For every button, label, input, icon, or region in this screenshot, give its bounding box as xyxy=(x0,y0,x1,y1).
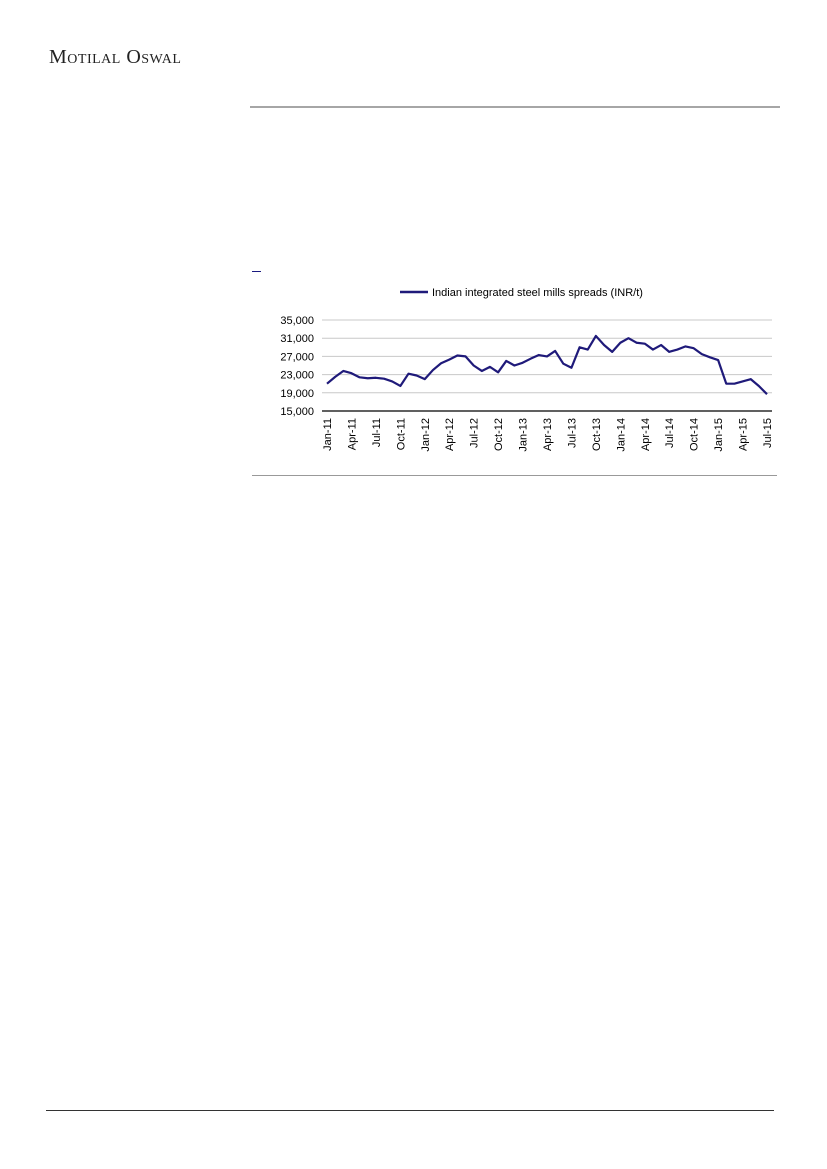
y-tick-label: 27,000 xyxy=(280,351,314,363)
legend-label: Indian integrated steel mills spreads (I… xyxy=(432,287,643,299)
exhibit-marker xyxy=(252,271,261,272)
x-tick-label: Apr-11 xyxy=(346,418,358,450)
x-tick-label: Jul-15 xyxy=(762,418,774,448)
y-tick-label: 19,000 xyxy=(280,388,314,400)
footer-divider xyxy=(46,1110,774,1111)
y-tick-label: 23,000 xyxy=(280,370,314,382)
x-tick-label: Oct-14 xyxy=(689,418,701,451)
x-tick-label: Oct-12 xyxy=(493,418,505,451)
x-tick-label: Jul-14 xyxy=(664,418,676,448)
x-tick-label: Jan-13 xyxy=(518,418,530,452)
x-tick-label: Apr-13 xyxy=(542,418,554,451)
divider xyxy=(250,106,780,108)
series-line xyxy=(326,334,768,395)
y-axis-ticks: 15,000 19,000 23,000 27,000 31,000 35,000 xyxy=(280,315,314,418)
x-tick-label: Jan-11 xyxy=(322,418,334,451)
x-tick-label: Jan-12 xyxy=(420,418,432,452)
line-chart: 15,000 19,000 23,000 27,000 31,000 35,000 Jan… xyxy=(280,287,774,452)
x-tick-label: Apr-14 xyxy=(640,418,652,451)
x-tick-label: Apr-12 xyxy=(444,418,456,451)
chart-bottom-divider xyxy=(252,475,777,476)
x-tick-label: Jan-15 xyxy=(713,418,725,452)
company-logo: Motilal Oswal xyxy=(49,46,182,68)
x-axis-ticks: Jan-11 Apr-11 Jul-11 Oct-11 Jan-12 Apr-12 Jul-… xyxy=(322,418,774,452)
y-tick-label: 31,000 xyxy=(280,333,314,345)
x-tick-label: Apr-15 xyxy=(738,418,750,451)
y-tick-label: 35,000 xyxy=(280,315,314,327)
gridlines xyxy=(322,319,772,412)
x-tick-label: Oct-13 xyxy=(591,418,603,451)
y-tick-label: 15,000 xyxy=(280,406,314,418)
x-tick-label: Jan-14 xyxy=(615,418,627,452)
x-tick-label: Oct-11 xyxy=(395,418,407,450)
x-tick-label: Jul-12 xyxy=(469,418,481,448)
x-tick-label: Jul-11 xyxy=(371,418,383,447)
x-tick-label: Jul-13 xyxy=(566,418,578,448)
